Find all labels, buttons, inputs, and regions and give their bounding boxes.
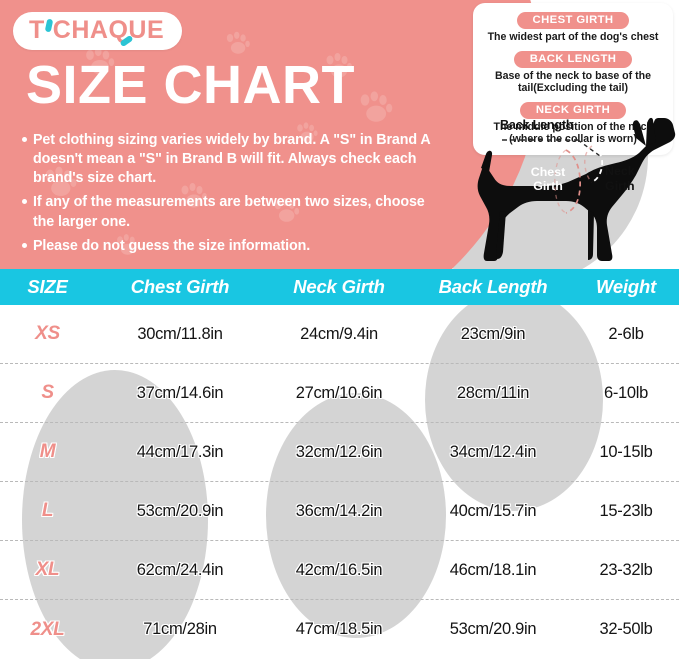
- table-row: S 37cm/14.6in 27cm/10.6in 28cm/11in 6-10…: [0, 364, 679, 423]
- dog-measurement-diagram: Back Length Neck Girth Chest Girth: [440, 112, 679, 267]
- table-row: XS 30cm/11.8in 24cm/9.4in 23cm/9in 2-6lb: [0, 305, 679, 364]
- status-badge: BACK LENGTH: [513, 50, 633, 68]
- list-item: Please do not guess the size information…: [22, 237, 432, 256]
- brand-logo: T CHAQUE: [13, 12, 183, 50]
- column-header-neck-girth: Neck Girth: [293, 276, 385, 297]
- back-length-diagram-label: Back Length: [500, 118, 574, 132]
- legend-description: Base of the neck to base of the tail(Exc…: [495, 69, 651, 95]
- chest-girth-diagram-label: Chest Girth: [518, 165, 578, 194]
- cell-weight: 23-32lb: [599, 560, 653, 579]
- cell-neck-girth: 47cm/18.5in: [295, 620, 383, 638]
- column-header-size: SIZE: [27, 276, 68, 297]
- sizing-note-text: If any of the measurements are between t…: [33, 194, 425, 230]
- cell-neck-girth: 36cm/14.2in: [295, 501, 383, 520]
- chest-girth-label-line2: Girth: [533, 178, 563, 193]
- column-header-weight: Weight: [595, 276, 657, 297]
- cell-size: S: [41, 382, 54, 403]
- cell-neck-girth: 42cm/16.5in: [295, 560, 383, 579]
- status-badge: CHEST GIRTH: [516, 12, 630, 29]
- neck-girth-measure-line: [591, 145, 604, 183]
- table-row: XL 62cm/24.4in 42cm/16.5in 46cm/18.1in 2…: [0, 541, 679, 600]
- brand-logo-text-part1: T: [29, 16, 45, 44]
- cell-chest-girth: 44cm/17.3in: [136, 442, 224, 461]
- neck-girth-diagram-label: Neck Girth: [605, 164, 635, 194]
- cell-size: M: [39, 441, 56, 462]
- bullet-dot-icon: [22, 137, 27, 142]
- cell-back-length: 23cm/9in: [460, 324, 526, 343]
- size-table-body: XS 30cm/11.8in 24cm/9.4in 23cm/9in 2-6lb…: [0, 305, 679, 659]
- cell-neck-girth: 27cm/10.6in: [295, 383, 383, 402]
- cell-back-length: 34cm/12.4in: [449, 442, 537, 461]
- cell-size: XL: [35, 559, 60, 580]
- dog-silhouette-icon: [477, 117, 676, 261]
- table-row: L 53cm/20.9in 36cm/14.2in 40cm/15.7in 15…: [0, 482, 679, 541]
- cell-neck-girth: 32cm/12.6in: [295, 442, 383, 461]
- cell-chest-girth: 30cm/11.8in: [137, 324, 223, 343]
- chest-girth-measure-line: [565, 149, 581, 214]
- cell-back-length: 53cm/20.9in: [449, 620, 537, 638]
- table-row: M 44cm/17.3in 32cm/12.6in 34cm/12.4in 10…: [0, 423, 679, 482]
- brand-logo-text-part2: CHAQUE: [52, 16, 165, 44]
- table-row: 2XL 71cm/28in 47cm/18.5in 53cm/20.9in 32…: [0, 600, 679, 659]
- page-title: SIZE CHART: [26, 55, 355, 115]
- bullet-dot-icon: [22, 242, 27, 248]
- cell-chest-girth: 37cm/14.6in: [136, 383, 224, 402]
- cell-chest-girth: 53cm/20.9in: [136, 501, 224, 520]
- column-header-back-length: Back Length: [438, 276, 548, 297]
- legend-entry-chest-girth: CHEST GIRTH The widest part of the dog's…: [479, 10, 667, 44]
- legend-entry-back-length: BACK LENGTH Base of the neck to base of …: [479, 49, 667, 95]
- brand-logo-text: T CHAQUE: [29, 16, 165, 48]
- cell-chest-girth: 71cm/28in: [143, 620, 217, 638]
- legend-entry-neck-girth: NECK GIRTH The middle position of the ne…: [479, 100, 667, 146]
- status-badge: NECK GIRTH: [519, 101, 627, 119]
- neck-girth-label-line2: Girth: [605, 179, 635, 194]
- cell-back-length: 28cm/11in: [456, 383, 530, 402]
- column-header-chest-girth: Chest Girth: [130, 276, 230, 297]
- cell-size: L: [41, 500, 54, 521]
- sizing-note-text: Pet clothing sizing varies widely by bra…: [33, 132, 431, 187]
- cell-back-length: 40cm/15.7in: [449, 501, 537, 520]
- cell-weight: 15-23lb: [599, 501, 653, 520]
- chest-girth-label-line1: Chest: [530, 165, 566, 179]
- sizing-notes-list: Pet clothing sizing varies widely by bra…: [22, 131, 432, 261]
- size-table-header: SIZE Chest Girth Neck Girth Back Length …: [0, 269, 679, 305]
- cell-chest-girth: 62cm/24.4in: [136, 560, 224, 579]
- bullet-dot-icon: [22, 199, 27, 205]
- list-item: If any of the measurements are between t…: [22, 193, 432, 231]
- legend-description: The middle position of the neck (where t…: [493, 120, 653, 146]
- cell-weight: 32-50lb: [599, 620, 653, 638]
- cell-neck-girth: 24cm/9.4in: [300, 324, 378, 343]
- cell-size: 2XL: [30, 618, 65, 640]
- cell-weight: 10-15lb: [599, 442, 653, 461]
- brand-logo-apostrophe: [44, 18, 54, 33]
- cell-weight: 6-10lb: [603, 383, 649, 402]
- list-item: Pet clothing sizing varies widely by bra…: [22, 131, 432, 188]
- cell-back-length: 46cm/18.1in: [449, 560, 537, 579]
- header-background-blob: [0, 0, 540, 300]
- legend-description: The widest part of the dog's chest: [487, 31, 659, 43]
- cell-size: XS: [35, 323, 60, 344]
- cell-weight: 2-6lb: [608, 324, 644, 343]
- neck-girth-label-line1: Neck: [605, 164, 635, 178]
- sizing-note-text: Please do not guess the size information…: [33, 237, 311, 254]
